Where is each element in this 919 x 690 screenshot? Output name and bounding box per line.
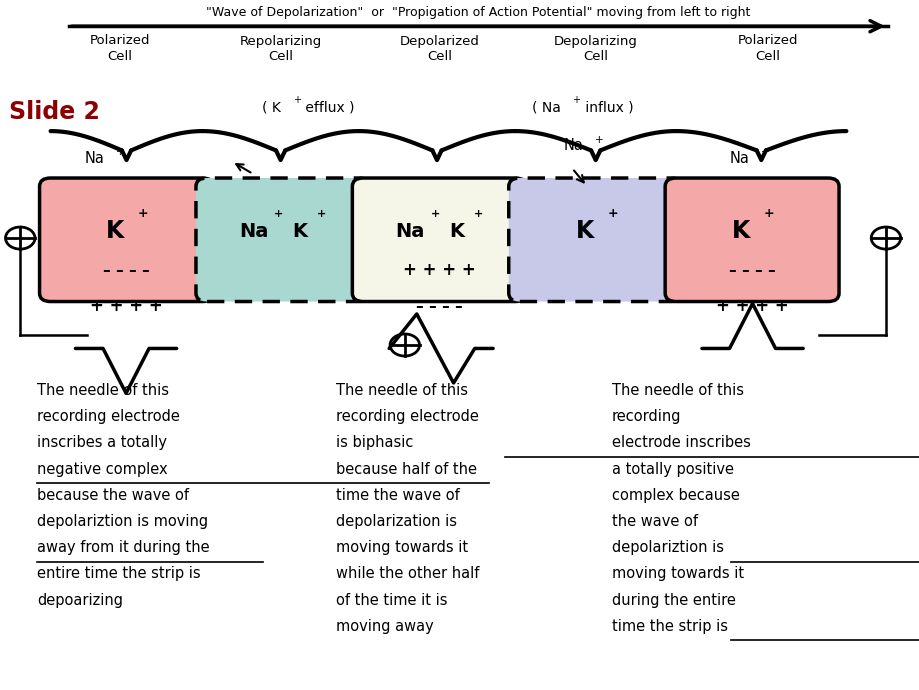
Text: recording electrode: recording electrode xyxy=(37,409,179,424)
Text: Na: Na xyxy=(85,150,105,166)
Text: time the strip is: time the strip is xyxy=(611,619,727,634)
Text: Na: Na xyxy=(395,221,425,241)
Text: complex because: complex because xyxy=(611,488,739,503)
Text: + + + +: + + + + xyxy=(89,297,163,315)
Text: time the wave of: time the wave of xyxy=(335,488,460,503)
Text: – – – –: – – – – xyxy=(729,263,775,278)
Text: influx ): influx ) xyxy=(580,100,632,114)
Text: Depolarizing
Cell: Depolarizing Cell xyxy=(553,34,638,63)
Text: K: K xyxy=(575,219,594,243)
Text: entire time the strip is: entire time the strip is xyxy=(37,566,200,582)
Text: Na: Na xyxy=(729,150,749,166)
Text: moving towards it: moving towards it xyxy=(611,566,743,582)
Text: depolariztion is moving: depolariztion is moving xyxy=(37,514,208,529)
Text: efflux ): efflux ) xyxy=(301,100,354,114)
Text: during the entire: during the entire xyxy=(611,593,735,608)
Text: +: + xyxy=(607,208,618,220)
Text: K: K xyxy=(448,221,463,241)
Text: +: + xyxy=(430,209,439,219)
Text: ( Na: ( Na xyxy=(531,100,560,114)
Text: Repolarizing
Cell: Repolarizing Cell xyxy=(239,34,322,63)
Text: The needle of this: The needle of this xyxy=(611,383,743,398)
Text: +: + xyxy=(274,209,283,219)
Text: The needle of this: The needle of this xyxy=(335,383,467,398)
Text: moving towards it: moving towards it xyxy=(335,540,468,555)
Text: +: + xyxy=(317,209,326,219)
Text: recording electrode: recording electrode xyxy=(335,409,478,424)
Text: depolarization is: depolarization is xyxy=(335,514,457,529)
Text: electrode inscribes: electrode inscribes xyxy=(611,435,750,451)
Text: + + + +: + + + + xyxy=(403,262,476,279)
Text: because half of the: because half of the xyxy=(335,462,476,477)
Text: K: K xyxy=(732,219,750,243)
Text: Polarized
Cell: Polarized Cell xyxy=(737,34,798,63)
Text: Slide 2: Slide 2 xyxy=(9,100,100,124)
Text: +: + xyxy=(137,208,148,220)
Text: +: + xyxy=(760,148,768,157)
Text: negative complex: negative complex xyxy=(37,462,167,477)
Text: +: + xyxy=(116,148,124,157)
Text: is biphasic: is biphasic xyxy=(335,435,413,451)
Text: Polarized
Cell: Polarized Cell xyxy=(89,34,150,63)
Text: Depolarized
Cell: Depolarized Cell xyxy=(400,34,479,63)
FancyBboxPatch shape xyxy=(40,178,213,302)
Text: + + + +: + + + + xyxy=(715,297,789,315)
Text: moving away: moving away xyxy=(335,619,433,634)
Text: +: + xyxy=(473,209,482,219)
Text: away from it during the: away from it during the xyxy=(37,540,210,555)
Text: depolariztion is: depolariztion is xyxy=(611,540,723,555)
Text: +: + xyxy=(595,135,603,145)
Text: K: K xyxy=(106,219,124,243)
Text: while the other half: while the other half xyxy=(335,566,479,582)
Text: +: + xyxy=(763,208,774,220)
Text: K: K xyxy=(292,221,307,241)
FancyBboxPatch shape xyxy=(664,178,838,302)
Text: ( K: ( K xyxy=(262,100,281,114)
FancyBboxPatch shape xyxy=(508,178,682,302)
Text: recording: recording xyxy=(611,409,681,424)
Text: "Wave of Depolarization"  or  "Propigation of Action Potential" moving from left: "Wave of Depolarization" or "Propigation… xyxy=(206,6,750,19)
FancyBboxPatch shape xyxy=(196,178,369,302)
Text: inscribes a totally: inscribes a totally xyxy=(37,435,166,451)
Text: depoarizing: depoarizing xyxy=(37,593,122,608)
Text: because the wave of: because the wave of xyxy=(37,488,188,503)
Text: Na: Na xyxy=(563,138,584,153)
FancyBboxPatch shape xyxy=(352,178,526,302)
Text: The needle of this: The needle of this xyxy=(37,383,168,398)
Text: +: + xyxy=(572,95,580,105)
Text: of the time it is: of the time it is xyxy=(335,593,447,608)
Text: +: + xyxy=(292,95,301,105)
Text: Na: Na xyxy=(239,221,268,241)
Text: a totally positive: a totally positive xyxy=(611,462,733,477)
Text: – – – –: – – – – xyxy=(103,263,149,278)
Text: the wave of: the wave of xyxy=(611,514,697,529)
Text: – – – –: – – – – xyxy=(416,299,462,314)
